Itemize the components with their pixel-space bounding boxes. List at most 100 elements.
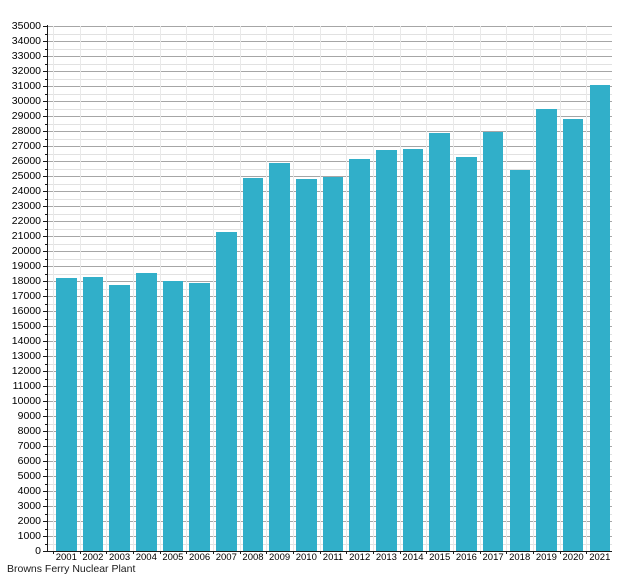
major-gridline — [48, 176, 612, 177]
y-tick-label: 17000 — [11, 289, 41, 302]
y-minor-tick — [45, 168, 48, 170]
category-gridline — [373, 26, 374, 551]
x-tick-label: 2009 — [269, 552, 291, 563]
minor-gridline — [48, 78, 612, 80]
category-gridline — [399, 26, 401, 551]
y-major-tick — [43, 56, 48, 57]
y-major-tick — [43, 476, 48, 477]
y-tick-label: 11000 — [12, 379, 41, 392]
x-tick — [559, 551, 561, 554]
y-tick-label: 28000 — [11, 124, 41, 137]
major-gridline — [48, 56, 612, 57]
y-minor-tick — [45, 138, 48, 140]
y-minor-tick — [45, 303, 48, 305]
bar-2016 — [456, 157, 477, 552]
y-major-tick — [43, 446, 48, 447]
category-gridline — [346, 26, 348, 551]
bar-2013 — [376, 149, 397, 552]
x-tick-label: 2002 — [82, 552, 104, 563]
y-major-tick — [43, 41, 48, 42]
minor-gridline — [48, 138, 612, 140]
x-tick-label: 2016 — [455, 552, 477, 563]
category-gridline — [559, 26, 561, 551]
y-minor-tick — [45, 453, 48, 455]
major-gridline — [48, 101, 612, 102]
bar-2001 — [56, 278, 77, 551]
y-major-tick — [43, 26, 48, 27]
category-gridline — [293, 26, 294, 551]
category-gridline — [213, 26, 214, 551]
y-tick-label: 14000 — [11, 334, 41, 347]
bar-2020 — [562, 119, 584, 551]
y-major-tick — [43, 521, 48, 522]
y-major-tick — [43, 161, 48, 162]
y-minor-tick — [45, 423, 48, 425]
y-minor-tick — [45, 333, 48, 335]
x-tick-label: 2020 — [562, 552, 584, 563]
y-major-tick — [43, 146, 48, 147]
y-minor-tick — [45, 243, 48, 245]
y-tick-label: 21000 — [11, 229, 41, 242]
y-minor-tick — [45, 483, 48, 485]
major-gridline — [48, 86, 612, 87]
category-gridline — [533, 26, 535, 551]
y-tick-label: 35000 — [11, 19, 41, 32]
major-gridline — [48, 116, 612, 117]
y-tick-label: 9000 — [17, 409, 41, 422]
minor-gridline — [48, 123, 612, 125]
y-tick-label: 5000 — [17, 469, 41, 482]
y-tick-label: 34000 — [11, 34, 41, 47]
y-tick-label: 6000 — [17, 454, 41, 467]
y-tick-label: 27000 — [11, 139, 41, 152]
x-tick-label: 2006 — [189, 552, 211, 563]
y-tick-label: 22000 — [11, 214, 41, 227]
category-gridline — [586, 26, 588, 551]
x-tick — [346, 551, 348, 554]
x-tick — [213, 551, 214, 554]
x-tick-label: 2004 — [135, 552, 157, 563]
y-major-tick — [43, 371, 48, 372]
y-major-tick — [43, 326, 48, 327]
major-gridline — [48, 131, 612, 132]
y-minor-tick — [45, 438, 48, 440]
y-minor-tick — [45, 408, 48, 410]
y-major-tick — [43, 536, 48, 537]
x-tick — [506, 551, 508, 554]
y-minor-tick — [45, 348, 48, 350]
y-minor-tick — [45, 33, 48, 35]
category-gridline — [319, 26, 321, 551]
y-minor-tick — [45, 273, 48, 275]
x-tick-label: 2015 — [429, 552, 451, 563]
bar-2007 — [216, 231, 237, 551]
y-minor-tick — [45, 123, 48, 125]
major-gridline — [48, 146, 612, 147]
x-tick — [373, 551, 374, 554]
y-minor-tick — [45, 468, 48, 470]
category-gridline — [479, 26, 481, 551]
y-major-tick — [43, 356, 48, 357]
x-tick — [426, 551, 428, 554]
x-tick — [479, 551, 481, 554]
y-major-tick — [43, 251, 48, 252]
y-tick-label: 15000 — [11, 319, 41, 332]
y-minor-tick — [45, 48, 48, 50]
y-minor-tick — [45, 378, 48, 380]
y-tick-label: 8000 — [17, 424, 41, 437]
bar-2012 — [349, 158, 370, 552]
x-tick — [266, 551, 268, 554]
x-tick — [533, 551, 535, 554]
bar-2011 — [322, 176, 344, 552]
y-tick-label: 13000 — [11, 349, 41, 362]
x-tick — [399, 551, 401, 554]
y-major-tick — [43, 551, 48, 552]
y-minor-tick — [45, 393, 48, 395]
y-tick-label: 18000 — [11, 274, 41, 287]
y-major-tick — [43, 86, 48, 87]
y-tick-label: 20000 — [11, 244, 41, 257]
y-minor-tick — [45, 498, 48, 500]
category-gridline — [106, 26, 108, 551]
y-minor-tick — [45, 153, 48, 155]
x-tick-label: 2021 — [589, 552, 611, 563]
x-tick-label: 2008 — [242, 552, 264, 563]
y-tick-label: 23000 — [11, 199, 41, 212]
